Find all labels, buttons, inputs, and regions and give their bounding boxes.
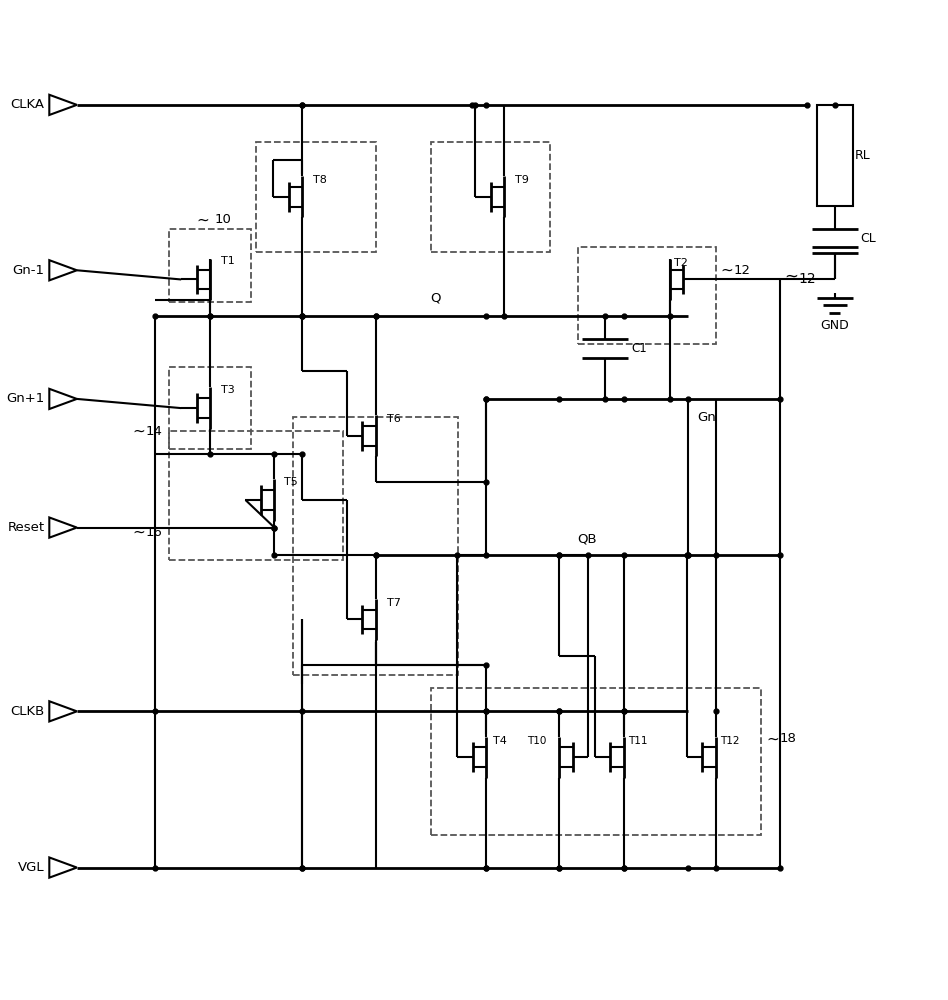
Text: T6: T6 [387,414,400,424]
Text: ~: ~ [132,525,145,540]
Text: Gn+1: Gn+1 [7,392,45,405]
Bar [430,688,761,835]
Bar [816,105,853,206]
Bar [293,417,458,675]
Bar [169,431,343,560]
Text: CLKB: CLKB [10,705,45,718]
Text: ~: ~ [784,268,798,286]
Text: QB: QB [577,532,597,545]
Text: T10: T10 [527,736,546,746]
Text: T5: T5 [283,477,298,487]
Text: T2: T2 [674,258,688,268]
Text: VGL: VGL [18,861,45,874]
Text: CLKA: CLKA [10,98,45,111]
Text: T3: T3 [221,385,235,395]
Text: ~: ~ [766,731,779,746]
Text: 10: 10 [214,213,231,226]
Text: Q: Q [430,291,441,304]
Bar [430,142,550,252]
Text: ~: ~ [132,424,145,439]
Text: RL: RL [855,149,871,162]
Text: T7: T7 [387,598,400,608]
Text: ~: ~ [196,212,210,227]
Text: C1: C1 [631,342,647,355]
Text: Gn: Gn [697,411,716,424]
Text: T8: T8 [313,175,327,185]
Text: Reset: Reset [8,521,45,534]
Bar [169,229,251,302]
Text: T12: T12 [720,736,739,746]
Bar [169,367,251,449]
Text: T1: T1 [221,256,235,266]
Text: 18: 18 [780,732,796,745]
Text: T9: T9 [515,175,529,185]
Text: 12: 12 [798,272,816,286]
Text: 16: 16 [146,526,163,539]
Text: GND: GND [821,319,849,332]
Text: CL: CL [861,232,877,245]
Text: Gn-1: Gn-1 [12,264,45,277]
Text: T11: T11 [629,736,647,746]
Text: 14: 14 [146,425,163,438]
Text: 12: 12 [734,264,751,277]
Text: T4: T4 [493,736,507,746]
Bar [256,142,375,252]
Bar [577,247,716,344]
Text: ~: ~ [720,263,733,278]
